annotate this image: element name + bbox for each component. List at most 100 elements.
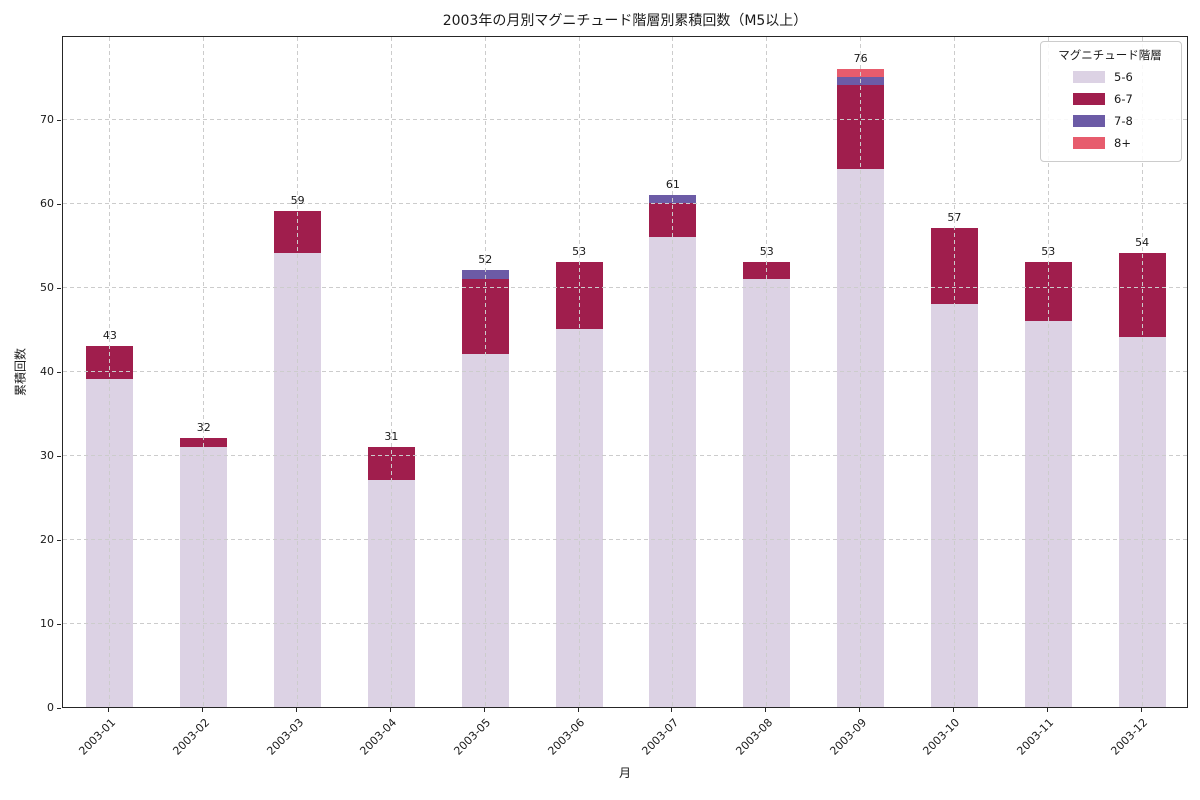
y-tick-mark [57, 623, 61, 625]
legend-item-label: 8+ [1114, 136, 1131, 150]
y-tick-mark [57, 203, 61, 205]
legend-items: 5-6 6-7 7-8 8+ [1049, 66, 1171, 154]
bar-segment-5-6 [930, 303, 978, 707]
bar-segment-5-6 [1118, 337, 1166, 707]
bar-segment-6-7 [743, 261, 791, 279]
bar-segment-7-8 [649, 194, 697, 203]
bar-2003-06 [555, 261, 603, 707]
chart-title: 2003年の月別マグニチュード階層別累積回数（M5以上） [442, 13, 808, 29]
bar-2003-12 [1118, 253, 1166, 707]
y-tick-label: 40 [40, 365, 54, 378]
bar-segment-6-7 [274, 211, 322, 254]
y-tick-mark [57, 707, 61, 709]
bar-2003-07 [649, 194, 697, 707]
x-tick-mark [765, 708, 767, 712]
x-tick-mark [389, 708, 391, 712]
x-tick-label-text: 2003-03 [264, 716, 306, 758]
x-tick-label-text: 2003-11 [1014, 716, 1057, 758]
x-tick-label-text: 2003-07 [639, 716, 682, 758]
bar-segment-5-6 [1024, 320, 1072, 707]
bar-segment-5-6 [274, 253, 322, 707]
y-tick-label: 10 [40, 617, 54, 630]
y-tick-label: 0 [47, 701, 54, 714]
legend-item-5-6: 5-6 [1049, 66, 1171, 88]
x-tick-mark [483, 708, 485, 712]
bars-layer [63, 37, 1187, 707]
x-axis-label: 月 [618, 766, 631, 780]
x-tick-label-text: 2003-01 [76, 716, 119, 758]
legend-item-6-7: 6-7 [1049, 88, 1171, 110]
bar-segment-5-6 [180, 446, 228, 707]
x-tick-mark [296, 708, 298, 712]
bar-segment-6-7 [837, 85, 885, 170]
bar-segment-6-7 [555, 261, 603, 329]
legend-swatch-5-6 [1073, 71, 1105, 83]
x-tick-mark [577, 708, 579, 712]
x-tick-label-text: 2003-05 [451, 716, 494, 758]
y-tick-mark [57, 287, 61, 289]
x-tick-label-text: 2003-09 [827, 716, 869, 758]
bar-segment-5-6 [837, 169, 885, 707]
bar-segment-6-7 [1024, 261, 1072, 321]
bar-segment-6-7 [649, 203, 697, 237]
bar-2003-03 [274, 211, 322, 707]
legend-item-label: 7-8 [1114, 114, 1133, 128]
legend-item-8+: 8+ [1049, 132, 1171, 154]
y-tick-mark [57, 539, 61, 541]
bar-2003-04 [367, 446, 415, 707]
y-tick-mark [57, 455, 61, 457]
y-tick-label: 50 [40, 281, 54, 294]
y-tick-mark [57, 119, 61, 121]
bar-segment-7-8 [837, 77, 885, 86]
bar-segment-6-7 [180, 438, 228, 447]
bar-segment-5-6 [649, 236, 697, 707]
y-tick-label: 70 [40, 113, 54, 126]
bar-2003-08 [743, 261, 791, 707]
x-tick-mark [1046, 708, 1048, 712]
legend: マグニチュード階層 5-6 6-7 7-8 8+ [1040, 41, 1182, 162]
bar-segment-5-6 [86, 379, 134, 707]
y-tick-mark [57, 371, 61, 373]
plot-area: 43 32 59 31 52 53 61 53 76 57 53 54 マグニチュード階層 5-6 6-… [62, 36, 1188, 708]
x-tick-mark [202, 708, 204, 712]
legend-item-7-8: 7-8 [1049, 110, 1171, 132]
bar-segment-5-6 [461, 354, 509, 707]
x-tick-label-text: 2003-12 [1108, 716, 1151, 758]
x-tick-mark [952, 708, 954, 712]
bar-2003-01 [86, 345, 134, 707]
bar-segment-6-7 [930, 228, 978, 304]
x-tick-mark [859, 708, 861, 712]
legend-swatch-6-7 [1073, 93, 1105, 105]
x-tick-label-text: 2003-02 [170, 716, 212, 758]
bar-segment-5-6 [555, 329, 603, 707]
bar-2003-02 [180, 438, 228, 707]
bar-2003-05 [461, 270, 509, 707]
y-tick-label: 60 [40, 197, 54, 210]
bar-segment-6-7 [86, 345, 134, 380]
bar-segment-7-8 [461, 270, 509, 279]
x-tick-mark [108, 708, 110, 712]
x-tick-mark [671, 708, 673, 712]
y-tick-label: 30 [40, 449, 54, 462]
bar-2003-11 [1024, 261, 1072, 707]
legend-swatch-7-8 [1073, 115, 1105, 127]
bar-segment-5-6 [743, 278, 791, 707]
x-tick-label-text: 2003-06 [545, 716, 588, 758]
bar-segment-6-7 [461, 278, 509, 355]
bar-segment-8+ [837, 68, 885, 77]
legend-item-label: 5-6 [1114, 70, 1133, 84]
x-tick-mark [1140, 708, 1142, 712]
legend-title: マグニチュード階層 [1058, 48, 1162, 62]
x-tick-label-text: 2003-04 [357, 716, 400, 758]
x-tick-label-text: 2003-10 [920, 716, 963, 758]
y-tick-label: 20 [40, 533, 54, 546]
legend-item-label: 6-7 [1114, 92, 1133, 106]
bar-segment-6-7 [367, 446, 415, 481]
x-tick-label-text: 2003-08 [733, 716, 775, 758]
bar-2003-09 [837, 68, 885, 707]
bar-segment-6-7 [1118, 253, 1166, 338]
bar-2003-10 [930, 228, 978, 707]
bar-segment-5-6 [367, 480, 415, 707]
legend-swatch-8+ [1073, 137, 1105, 149]
